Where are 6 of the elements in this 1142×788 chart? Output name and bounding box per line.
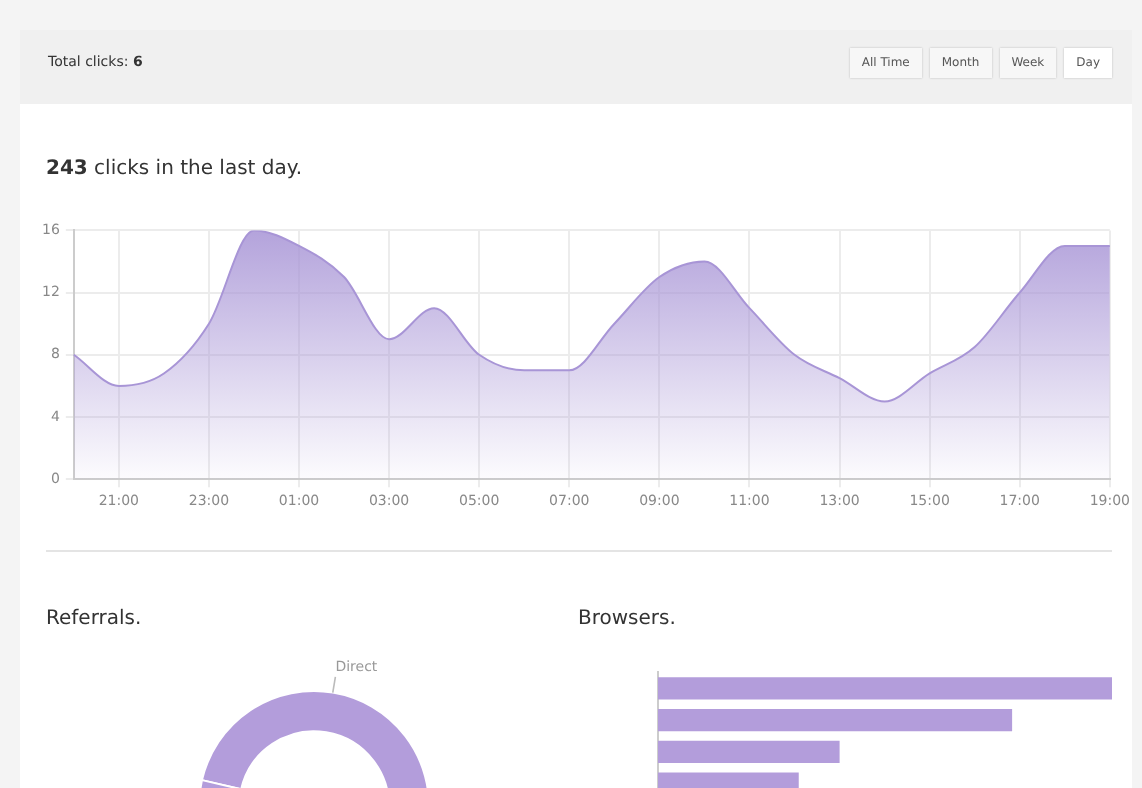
- bar: [658, 740, 840, 763]
- chart-title: Browsers.: [578, 608, 676, 630]
- bar: [658, 709, 1013, 732]
- chart-title: Referrals.: [46, 608, 142, 630]
- chart-title: 243 clicks in the last day.: [46, 158, 303, 180]
- bar: [658, 677, 1112, 700]
